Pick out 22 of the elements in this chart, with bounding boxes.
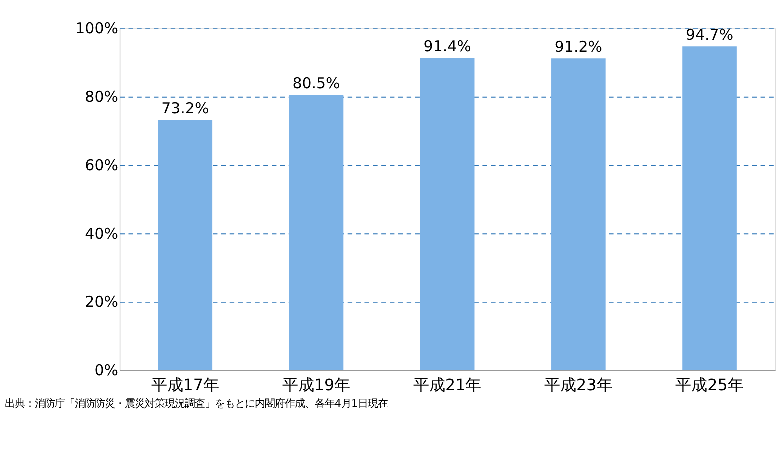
data-label: 73.2%: [162, 100, 210, 118]
x-tick-label: 平成25年: [676, 375, 744, 394]
y-tick-label: 20%: [85, 293, 118, 312]
bar: [552, 58, 606, 370]
bar: [289, 95, 344, 370]
x-tick-label: 平成17年: [151, 375, 220, 394]
x-tick-label: 平成23年: [544, 375, 613, 394]
bar: [158, 120, 213, 370]
data-label: 91.4%: [424, 37, 472, 56]
y-tick-label: 100%: [76, 20, 118, 38]
y-tick-label: 80%: [85, 88, 118, 106]
source-note: 出典：消防庁「消防防災・震災対策現況調査」をもとに内閣府作成、各年4月1日現在: [4, 398, 388, 410]
x-tick-label: 平成21年: [413, 375, 482, 394]
y-tick-label: 40%: [85, 224, 118, 243]
y-tick-label: 0%: [94, 361, 118, 380]
bar: [682, 46, 737, 370]
y-tick-label: 60%: [85, 156, 118, 174]
x-tick-label: 平成19年: [282, 375, 351, 394]
data-label: 91.2%: [554, 38, 602, 56]
data-label: 80.5%: [292, 74, 340, 93]
bar: [420, 58, 475, 370]
data-label: 94.7%: [686, 26, 734, 44]
